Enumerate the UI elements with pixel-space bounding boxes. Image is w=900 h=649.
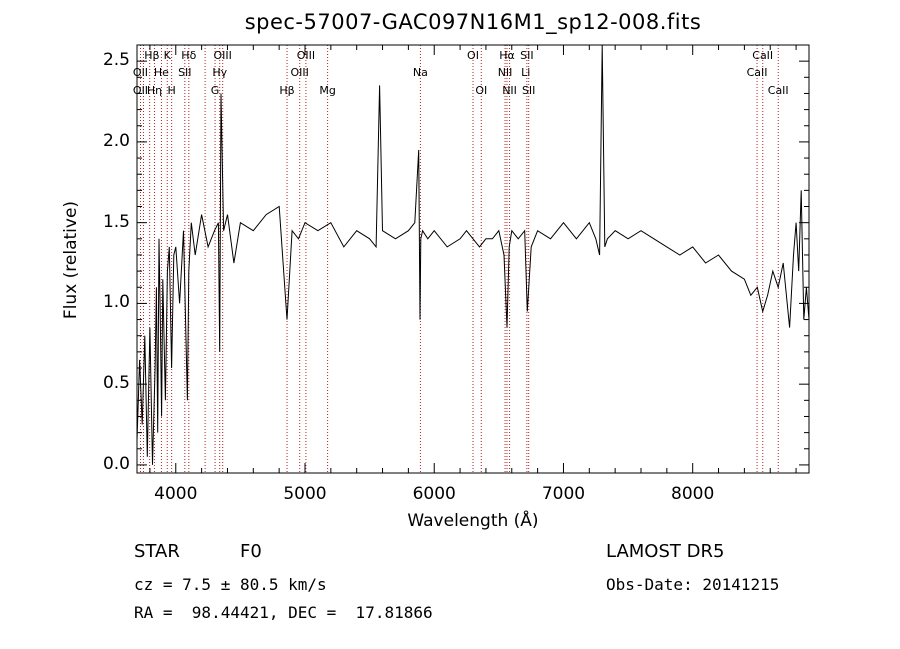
object-class: STAR bbox=[134, 541, 180, 562]
spectral-line-label: CaII bbox=[752, 49, 774, 62]
x-tick-label: 8000 bbox=[671, 484, 715, 504]
ra-dec-coordinates: RA = 98.44421, DEC = 17.81866 bbox=[134, 603, 433, 622]
spectral-line-label: CaII bbox=[767, 84, 789, 97]
spectral-line-label: Li bbox=[521, 66, 531, 79]
spectral-line-label: NII bbox=[502, 84, 517, 97]
chart-title: spec-57007-GAC097N16M1_sp12-008.fits bbox=[244, 10, 702, 34]
spectral-line-label: OIII bbox=[296, 49, 316, 62]
spectral-line-label: OII bbox=[132, 84, 149, 97]
spectrum-line bbox=[136, 44, 810, 465]
spectral-line-label: SII bbox=[520, 49, 534, 62]
spectral-line-label: He bbox=[153, 66, 169, 79]
spectral-line-label: Na bbox=[412, 66, 428, 79]
spectral-line-label: K bbox=[163, 49, 171, 62]
spectral-line-label: OI bbox=[475, 84, 488, 97]
survey-name: LAMOST DR5 bbox=[606, 541, 725, 562]
x-tick-label: 5000 bbox=[283, 484, 327, 504]
spectral-line-label: OI bbox=[467, 49, 479, 62]
spectral-line-label: SII bbox=[178, 66, 192, 79]
y-tick-label: 1.5 bbox=[102, 211, 130, 232]
spectral-line-label: Hβ bbox=[144, 49, 160, 62]
x-axis-label: Wavelength (Å) bbox=[407, 511, 539, 531]
spectral-line-label: CaII bbox=[746, 66, 768, 79]
spectral-line-label: NII bbox=[497, 66, 513, 79]
spectral-line-label: Hβ bbox=[279, 84, 295, 97]
plot-frame bbox=[136, 44, 810, 474]
spectral-line-label: G bbox=[210, 84, 220, 97]
spectral-line-label: SII bbox=[521, 84, 536, 97]
object-subclass: F0 bbox=[240, 541, 262, 562]
spectral-line-label: OIII bbox=[213, 49, 232, 62]
y-tick-label: 1.0 bbox=[102, 292, 130, 313]
spectral-line-label: H bbox=[167, 84, 176, 97]
y-tick-label: 2.0 bbox=[102, 130, 130, 151]
spectral-line-label: Hα bbox=[499, 49, 515, 62]
spectrum-series bbox=[136, 44, 810, 465]
spectral-line-label: Hδ bbox=[181, 49, 197, 62]
redshift-cz: cz = 7.5 ± 80.5 km/s bbox=[134, 575, 327, 594]
plot-axes bbox=[136, 44, 810, 474]
y-tick-label: 0.0 bbox=[102, 453, 130, 474]
spectral-line-label: Mg bbox=[319, 84, 336, 97]
x-tick-label: 7000 bbox=[541, 484, 586, 504]
spectral-line-label: OII bbox=[132, 66, 149, 79]
spectral-line-label: Hη bbox=[146, 84, 163, 97]
x-tick-label: 4000 bbox=[154, 484, 198, 504]
spectral-line-label: OIII bbox=[290, 66, 309, 79]
x-tick-label: 6000 bbox=[412, 484, 456, 504]
axis-ticks bbox=[137, 45, 809, 473]
y-tick-label: 2.5 bbox=[102, 50, 130, 71]
spectral-line-markers bbox=[139, 45, 779, 473]
y-tick-label: 0.5 bbox=[102, 373, 130, 394]
y-axis-label: Flux (relative) bbox=[61, 200, 81, 320]
spectral-line-label: Hγ bbox=[212, 66, 228, 79]
observation-date: Obs-Date: 20141215 bbox=[606, 575, 780, 594]
